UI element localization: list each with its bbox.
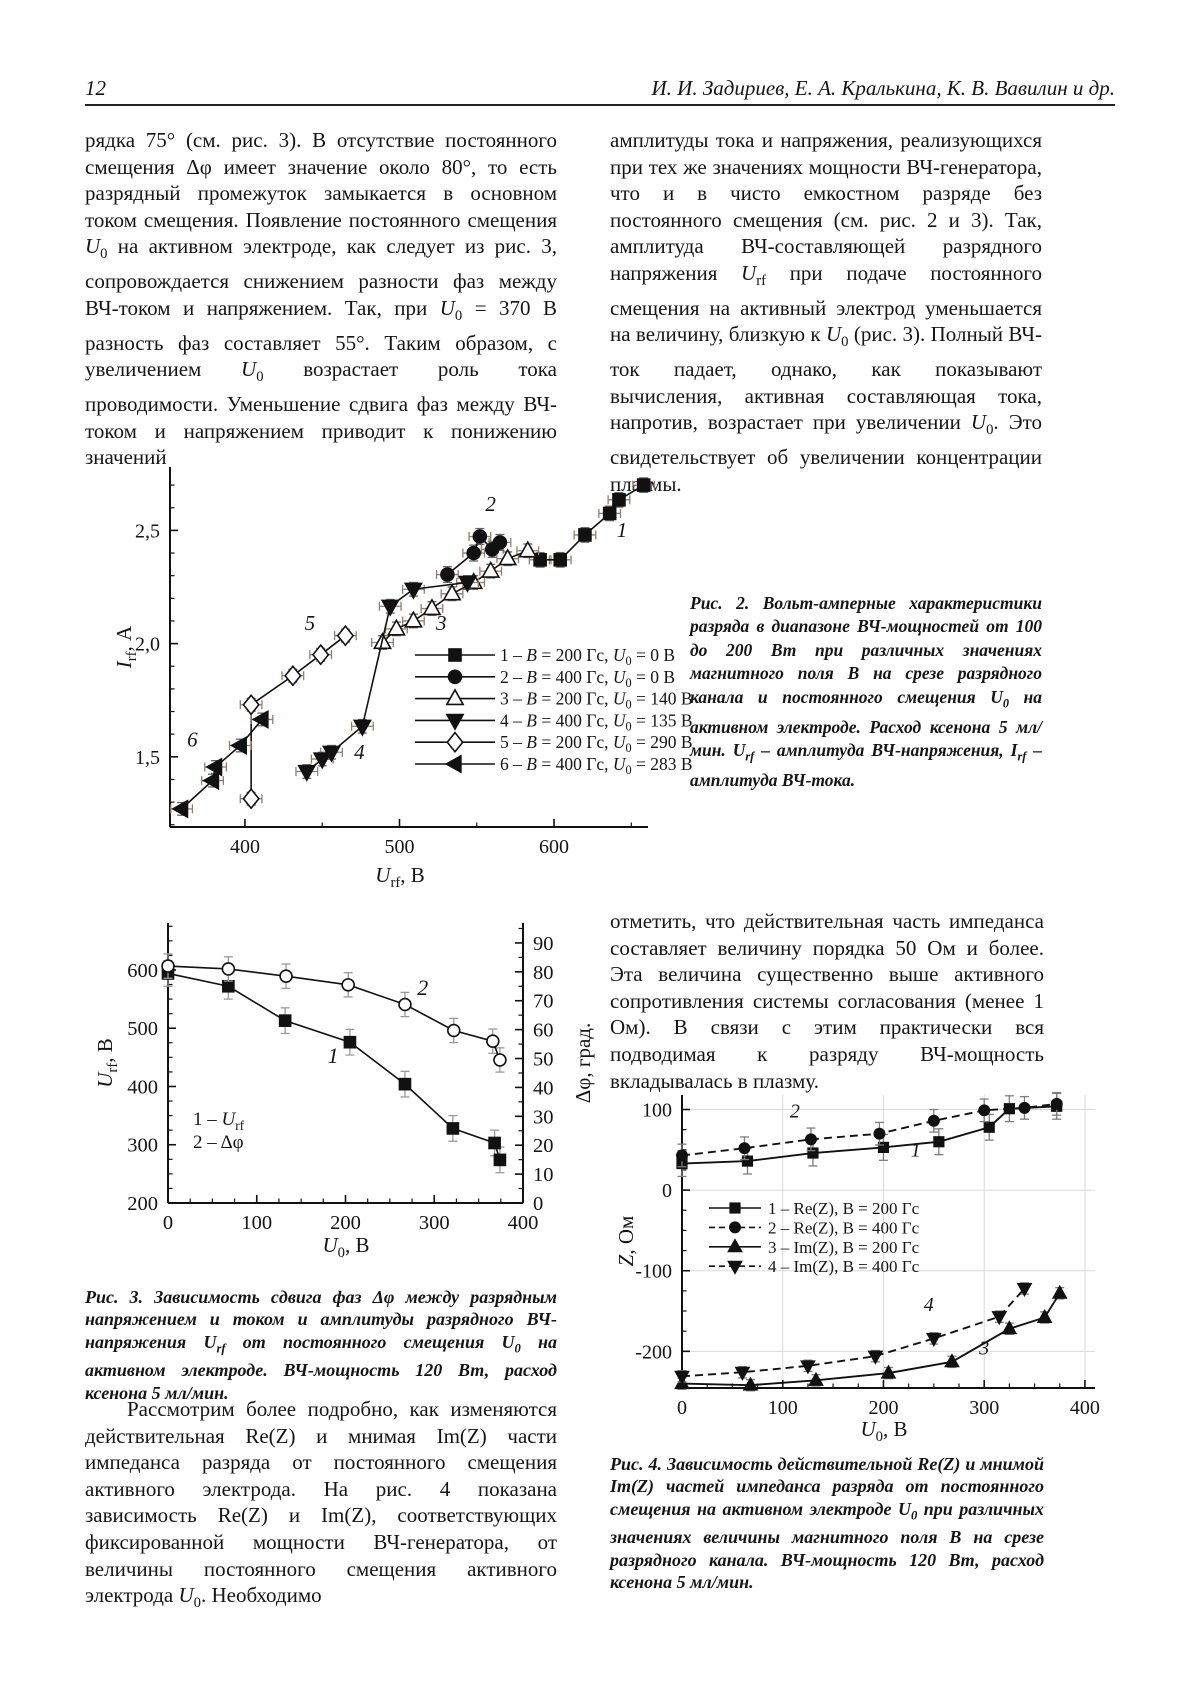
svg-text:40: 40: [533, 1077, 554, 1099]
svg-text:1: 1: [911, 1139, 921, 1161]
svg-text:6: 6: [187, 728, 198, 752]
svg-text:80: 80: [533, 962, 554, 984]
svg-text:1 – Urf: 1 – Urf: [193, 1109, 245, 1133]
svg-text:2: 2: [485, 492, 496, 516]
svg-text:400: 400: [127, 1076, 158, 1098]
svg-text:60: 60: [533, 1020, 554, 1042]
svg-text:2 – B = 400 Гс, U0 = 0 В: 2 – B = 400 Гс, U0 = 0 В: [500, 667, 675, 690]
svg-text:-200: -200: [635, 1341, 672, 1363]
svg-text:2,0: 2,0: [135, 634, 160, 656]
svg-text:2: 2: [417, 975, 428, 1000]
svg-text:3: 3: [435, 611, 447, 635]
svg-text:U0, В: U0, В: [322, 1233, 369, 1261]
paragraph-right-2: отметить, что действительная часть импед…: [610, 909, 1044, 1093]
svg-text:0: 0: [533, 1193, 543, 1215]
svg-text:400: 400: [230, 836, 260, 858]
svg-text:Urf, В: Urf, В: [375, 863, 424, 891]
svg-text:300: 300: [419, 1212, 450, 1234]
svg-text:500: 500: [127, 1018, 158, 1040]
svg-text:1: 1: [328, 1043, 339, 1068]
svg-text:Δφ, град.: Δφ, град.: [571, 1023, 595, 1104]
svg-text:2: 2: [790, 1101, 800, 1123]
svg-text:6 – B = 400 Гс, U0 = 283 В: 6 – B = 400 Гс, U0 = 283 В: [500, 754, 693, 777]
paragraph-left-2: Рассмотрим более подробно, как изменяютс…: [85, 1397, 557, 1612]
svg-text:0: 0: [662, 1180, 672, 1202]
svg-text:4 – Im(Z), B = 400 Гс: 4 – Im(Z), B = 400 Гс: [768, 1257, 920, 1276]
svg-text:100: 100: [642, 1100, 672, 1122]
svg-text:500: 500: [384, 836, 414, 858]
svg-text:4 – B = 400 Гс, U0 = 135 В: 4 – B = 400 Гс, U0 = 135 В: [500, 710, 693, 733]
svg-text:1 – Re(Z), B = 200 Гс: 1 – Re(Z), B = 200 Гс: [768, 1199, 920, 1218]
svg-text:1,5: 1,5: [135, 747, 160, 769]
svg-text:2,5: 2,5: [135, 520, 160, 542]
figure3-caption: Рис. 3. Зависимость сдвига фаз Δφ между …: [85, 1287, 557, 1403]
svg-text:0: 0: [677, 1397, 687, 1419]
svg-text:200: 200: [330, 1212, 361, 1234]
svg-text:5: 5: [305, 611, 316, 635]
svg-text:2 – Δφ: 2 – Δφ: [193, 1132, 244, 1153]
paragraph-right-1: амплитуды тока и напряжения, реализующих…: [610, 128, 1042, 496]
svg-text:Urf, В: Urf, В: [93, 1038, 121, 1087]
svg-text:3 – B = 200 Гс, U0 = 140 В: 3 – B = 200 Гс, U0 = 140 В: [500, 689, 693, 712]
svg-text:-100: -100: [635, 1261, 672, 1283]
svg-text:3 – Im(Z), B = 200 Гс: 3 – Im(Z), B = 200 Гс: [768, 1238, 920, 1257]
svg-text:1 – B = 200 Гс, U0 = 0 В: 1 – B = 200 Гс, U0 = 0 В: [500, 645, 675, 668]
svg-text:300: 300: [127, 1135, 158, 1157]
svg-text:70: 70: [533, 991, 554, 1013]
figure2-caption: Рис. 2. Вольт-амперные характеристики ра…: [690, 593, 1043, 790]
svg-text:10: 10: [533, 1164, 554, 1186]
header-authors: И. И. Задириев, Е. А. Кралькина, К. В. В…: [651, 76, 1115, 100]
svg-text:Irf, А: Irf, А: [112, 625, 140, 669]
svg-text:100: 100: [241, 1212, 272, 1234]
svg-text:100: 100: [768, 1397, 798, 1419]
svg-text:2 – Re(Z), B = 400 Гс: 2 – Re(Z), B = 400 Гс: [768, 1218, 920, 1237]
svg-text:50: 50: [533, 1049, 554, 1071]
svg-text:4: 4: [354, 740, 365, 764]
svg-text:30: 30: [533, 1106, 554, 1128]
svg-text:400: 400: [508, 1212, 539, 1234]
svg-text:300: 300: [969, 1397, 999, 1419]
paragraph-left-1: рядка 75° (см. рис. 3). В отсутствие пос…: [85, 128, 558, 470]
svg-text:Z, Ом: Z, Ом: [614, 1216, 638, 1267]
svg-text:1: 1: [617, 518, 628, 542]
svg-text:400: 400: [1070, 1397, 1100, 1419]
svg-text:600: 600: [539, 836, 569, 858]
svg-text:5 – B = 200 Гс, U0 = 290 В: 5 – B = 200 Гс, U0 = 290 В: [500, 732, 693, 755]
svg-text:0: 0: [163, 1212, 173, 1234]
page-number: 12: [85, 76, 106, 100]
svg-text:600: 600: [127, 960, 158, 982]
svg-text:4: 4: [924, 1294, 934, 1316]
svg-text:3: 3: [978, 1338, 989, 1360]
svg-text:20: 20: [533, 1135, 554, 1157]
header-rule: [85, 104, 1115, 107]
svg-text:U0, В: U0, В: [860, 1417, 907, 1445]
figure4-caption: Рис. 4. Зависимость действительной Re(Z)…: [610, 1454, 1044, 1593]
svg-text:200: 200: [127, 1193, 158, 1215]
svg-text:200: 200: [868, 1397, 898, 1419]
svg-text:90: 90: [533, 933, 554, 955]
